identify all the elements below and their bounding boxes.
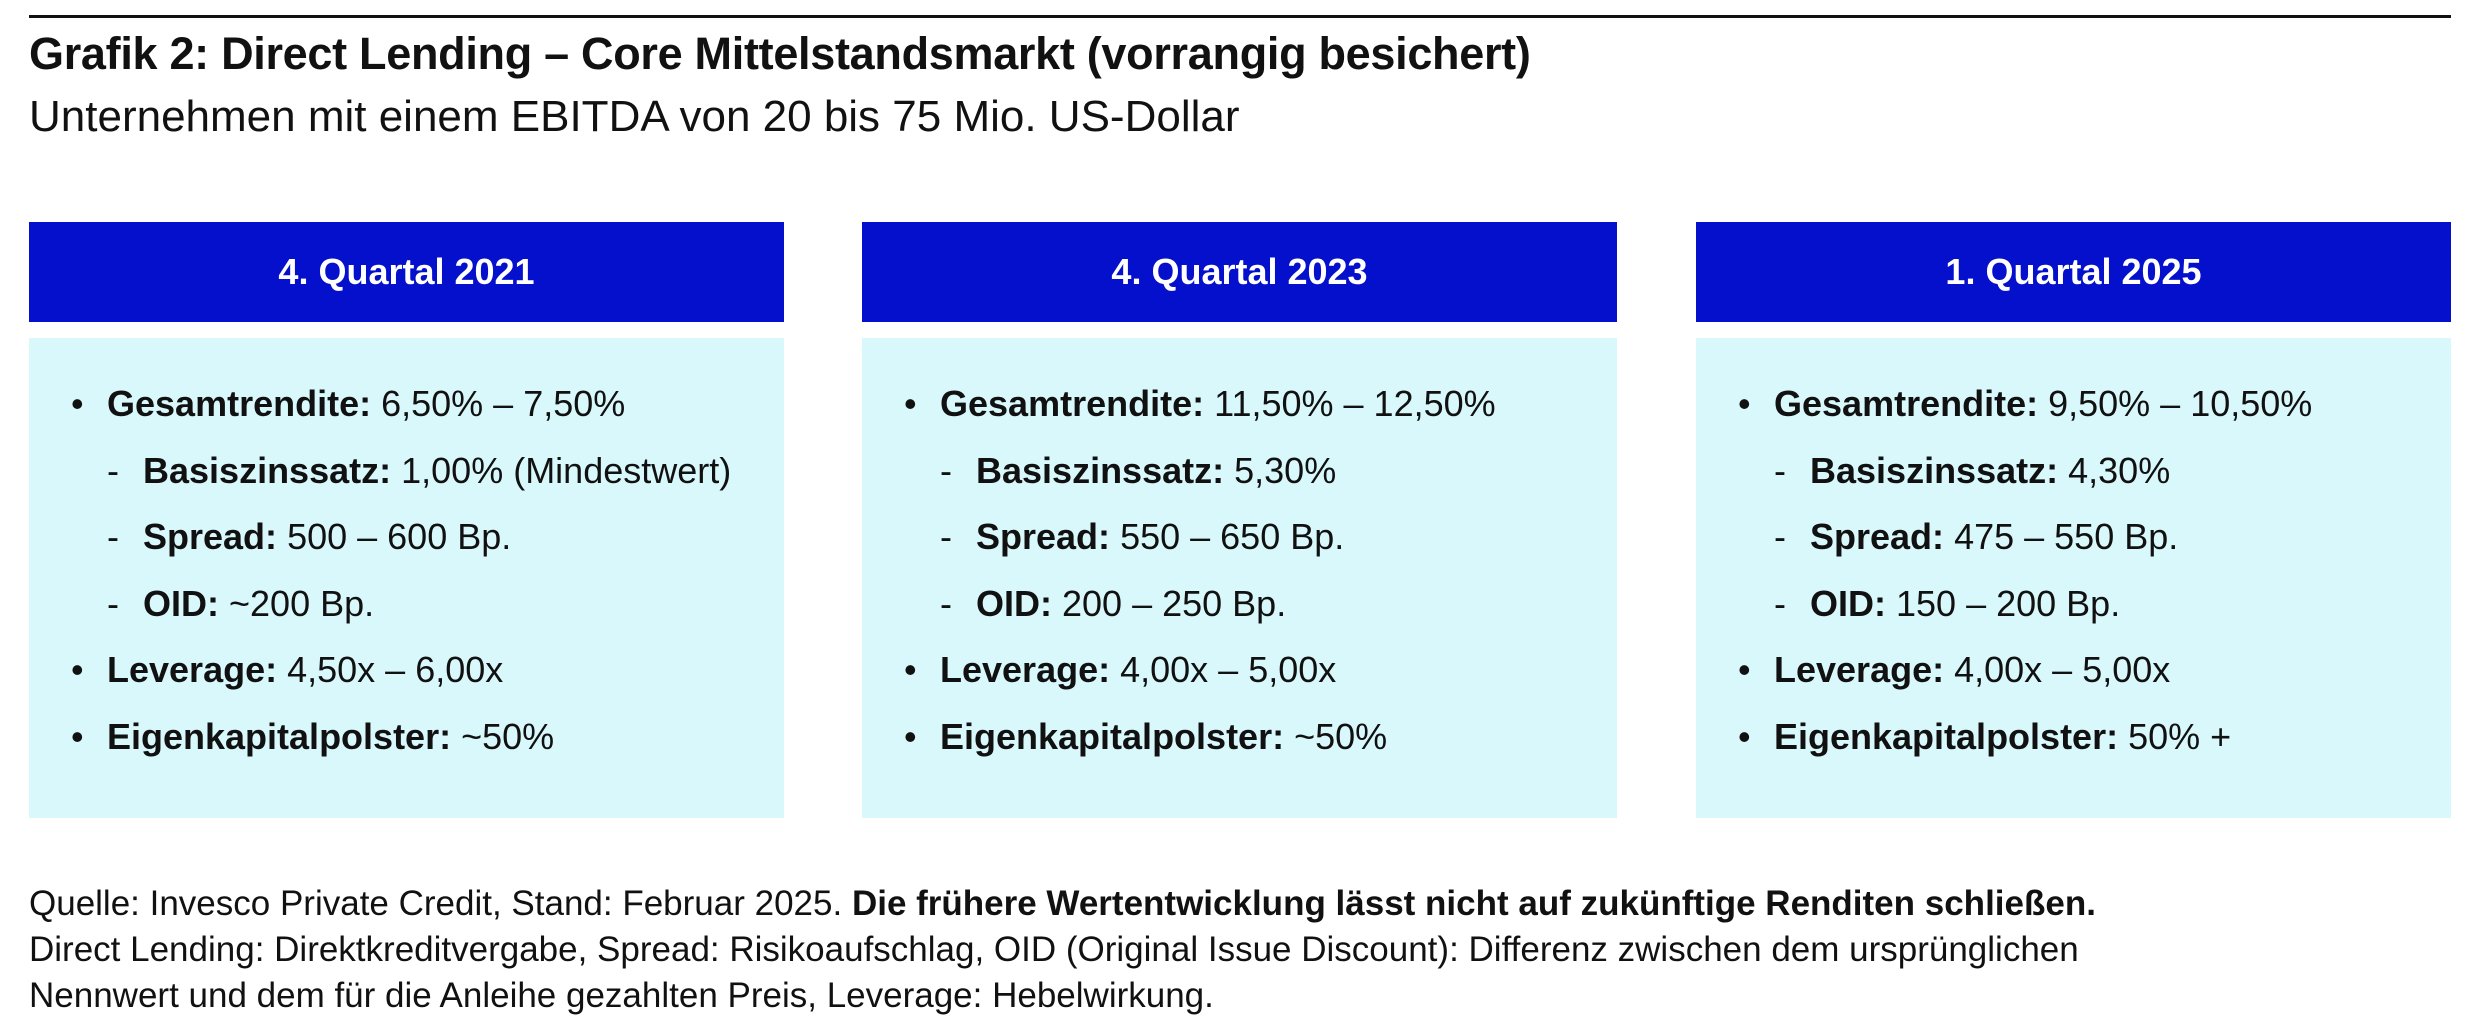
list-item-leverage: • Leverage: 4,00x – 5,00x [862,650,1617,717]
item-label: Leverage: [940,649,1111,690]
column-panel: • Gesamtrendite: 9,50% – 10,50% - Basiszin… [1696,338,2451,818]
column-q1-2025: 1. Quartal 2025 • Gesamtrendite: 9,50% – … [1696,222,2451,818]
dash-icon: - [940,516,952,557]
item-value: 9,50% – 10,50% [2048,383,2313,424]
list-item-oid: - OID: 200 – 250 Bp. [862,582,1617,651]
column-q4-2021: 4. Quartal 2021 • Gesamtrendite: 6,50% – … [29,222,784,818]
item-label: Eigenkapitalpolster: [940,715,1285,757]
item-label: Eigenkapitalpolster: [1774,715,2119,757]
list-item-leverage: • Leverage: 4,00x – 5,00x [1696,650,2451,717]
list-item-basiszinssatz: - Basiszinssatz: 1,00% (Mindestwert) [29,449,784,518]
item-value: ~200 Bp. [229,582,375,624]
dash-icon: - [107,582,119,624]
column-panel: • Gesamtrendite: 11,50% – 12,50% - Basiszi… [862,338,1617,818]
list-item-gesamtrendite: • Gesamtrendite: 6,50% – 7,50% [29,384,784,451]
page-title: Grafik 2: Direct Lending – Core Mittelst… [29,28,1531,79]
source-text: Quelle: Invesco Private Credit, Stand: F… [29,884,843,923]
list-item-leverage: • Leverage: 4,50x – 6,00x [29,650,784,717]
item-label: Spread: [143,516,278,557]
bullet-icon: • [1738,383,1751,424]
page-subtitle: Unternehmen mit einem EBITDA von 20 bis … [29,92,1240,141]
item-value: 11,50% – 12,50% [1214,383,1496,424]
item-value: 6,50% – 7,50% [381,383,626,424]
list-item-eigenkapitalpolster: • Eigenkapitalpolster: ~50% [29,715,784,784]
list-item-basiszinssatz: - Basiszinssatz: 5,30% [862,449,1617,518]
item-label: Basiszinssatz: [1810,449,2059,491]
item-label: Eigenkapitalpolster: [107,715,452,757]
item-label: OID: [976,582,1052,624]
item-label: Gesamtrendite: [107,383,372,424]
column-header: 4. Quartal 2023 [862,222,1617,322]
item-value: 475 – 550 Bp. [1954,516,2179,557]
footer-source: Quelle: Invesco Private Credit, Stand: F… [29,882,2096,926]
footer-note-line-2: Nennwert und dem für die Anleihe gezahlt… [29,976,1214,1015]
list-item-eigenkapitalpolster: • Eigenkapitalpolster: 50% + [1696,715,2451,784]
column-header: 4. Quartal 2021 [29,222,784,322]
dash-icon: - [107,449,119,491]
item-value: 50% + [2128,715,2232,757]
dash-icon: - [1774,516,1786,557]
bullet-icon: • [71,649,84,690]
item-value: 4,00x – 5,00x [1120,649,1337,690]
dash-icon: - [940,449,952,491]
item-value: 4,30% [2068,449,2171,491]
list-item-gesamtrendite: • Gesamtrendite: 11,50% – 12,50% [862,384,1617,451]
column-panel: • Gesamtrendite: 6,50% – 7,50% - Basiszins… [29,338,784,818]
bullet-icon: • [1738,649,1751,690]
item-label: Spread: [1810,516,1945,557]
column-q4-2023: 4. Quartal 2023 • Gesamtrendite: 11,50% –… [862,222,1617,818]
list-item-basiszinssatz: - Basiszinssatz: 4,30% [1696,449,2451,518]
list-item-spread: - Spread: 475 – 550 Bp. [1696,517,2451,584]
item-value: 4,50x – 6,00x [287,649,504,690]
item-value: ~50% [1294,715,1388,757]
item-label: Gesamtrendite: [940,383,1205,424]
dash-icon: - [1774,582,1786,624]
item-value: 4,00x – 5,00x [1954,649,2171,690]
list-item-gesamtrendite: • Gesamtrendite: 9,50% – 10,50% [1696,384,2451,451]
item-label: Basiszinssatz: [976,449,1225,491]
dash-icon: - [1774,449,1786,491]
item-value: 150 – 200 Bp. [1896,582,2121,624]
bullet-icon: • [71,715,84,757]
bullet-icon: • [1738,715,1751,757]
item-value: 200 – 250 Bp. [1062,582,1287,624]
item-value: 1,00% (Mindestwert) [401,449,732,491]
item-value: 5,30% [1234,449,1337,491]
list-item-spread: - Spread: 500 – 600 Bp. [29,517,784,584]
bullet-icon: • [904,383,917,424]
item-label: Spread: [976,516,1111,557]
item-label: Gesamtrendite: [1774,383,2039,424]
top-rule [29,15,2451,18]
item-value: 550 – 650 Bp. [1120,516,1345,557]
item-label: Basiszinssatz: [143,449,392,491]
dash-icon: - [940,582,952,624]
dash-icon: - [107,516,119,557]
item-label: Leverage: [107,649,278,690]
item-value: 500 – 600 Bp. [287,516,512,557]
list-item-oid: - OID: ~200 Bp. [29,582,784,651]
item-label: OID: [1810,582,1886,624]
bullet-icon: • [904,715,917,757]
list-item-eigenkapitalpolster: • Eigenkapitalpolster: ~50% [862,715,1617,784]
item-label: OID: [143,582,219,624]
list-item-oid: - OID: 150 – 200 Bp. [1696,582,2451,651]
bullet-icon: • [71,383,84,424]
item-value: ~50% [461,715,555,757]
disclaimer-text: Die frühere Wertentwicklung lässt nicht … [851,884,2096,923]
item-label: Leverage: [1774,649,1945,690]
footer-note-line-1: Direct Lending: Direktkreditvergabe, Spr… [29,930,2079,969]
column-header: 1. Quartal 2025 [1696,222,2451,322]
bullet-icon: • [904,649,917,690]
list-item-spread: - Spread: 550 – 650 Bp. [862,517,1617,584]
